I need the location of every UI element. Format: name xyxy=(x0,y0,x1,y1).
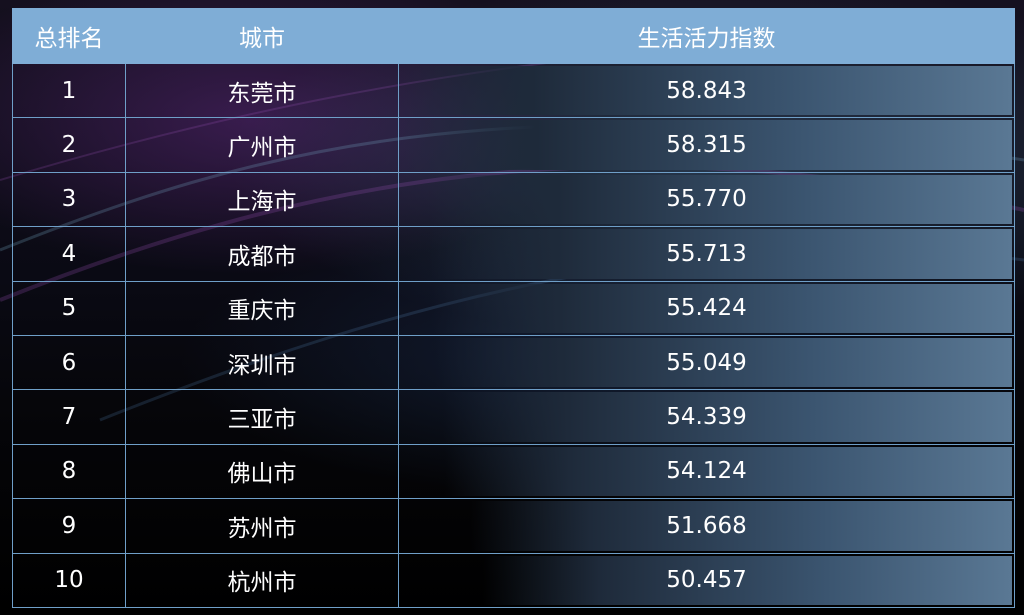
table-row: 5 重庆市 55.424 xyxy=(12,280,1015,336)
index-bar xyxy=(432,283,1012,333)
header-city: 城市 xyxy=(125,8,399,64)
city-cell: 三亚市 xyxy=(125,389,399,445)
index-value-label: 51.668 xyxy=(666,512,747,539)
index-cell: 54.124 xyxy=(398,443,1015,500)
index-bar xyxy=(429,229,1012,279)
index-value-label: 58.315 xyxy=(666,132,747,159)
index-cell: 50.457 xyxy=(398,552,1015,609)
index-bar xyxy=(443,392,1012,442)
index-bar xyxy=(470,501,1012,551)
table-row: 8 佛山市 54.124 xyxy=(12,443,1015,500)
index-bar xyxy=(402,120,1012,170)
city-cell: 杭州市 xyxy=(125,552,399,609)
city-cell: 佛山市 xyxy=(125,443,399,500)
rank-cell: 3 xyxy=(12,171,126,228)
index-value-label: 54.124 xyxy=(666,458,747,485)
table-body: 1 东莞市 58.843 2 广州市 58.315 3 上海市 55.770 4 成都市 55.713… xyxy=(12,62,1015,609)
city-cell: 重庆市 xyxy=(125,280,399,336)
table-row: 1 东莞市 58.843 xyxy=(12,62,1015,119)
index-bar xyxy=(483,555,1012,605)
index-cell: 55.713 xyxy=(398,226,1015,282)
index-cell: 51.668 xyxy=(398,498,1015,554)
ranking-table: 总排名 城市 生活活力指数 1 东莞市 58.843 2 广州市 58.315 3 上海市 55… xyxy=(12,8,1015,609)
index-cell: 54.339 xyxy=(398,389,1015,445)
index-value-label: 50.457 xyxy=(666,567,747,594)
rank-cell: 1 xyxy=(12,62,126,119)
index-bar xyxy=(397,66,1012,116)
rank-cell: 9 xyxy=(12,498,126,554)
index-cell: 55.424 xyxy=(398,280,1015,336)
table-row: 10 杭州市 50.457 xyxy=(12,552,1015,609)
index-bar xyxy=(428,174,1012,225)
index-bar xyxy=(445,446,1012,497)
index-cell: 55.049 xyxy=(398,334,1015,391)
city-cell: 上海市 xyxy=(125,171,399,228)
index-bar xyxy=(435,337,1012,388)
index-cell: 58.843 xyxy=(397,62,1015,119)
city-cell: 广州市 xyxy=(125,117,399,173)
index-cell: 55.770 xyxy=(398,171,1015,228)
rank-cell: 7 xyxy=(12,389,126,445)
header-row: 总排名 城市 生活活力指数 xyxy=(12,8,1015,64)
index-value-label: 58.843 xyxy=(666,77,747,104)
header-index: 生活活力指数 xyxy=(398,8,1015,64)
city-cell: 东莞市 xyxy=(125,62,399,119)
rank-cell: 10 xyxy=(12,552,126,609)
city-cell: 成都市 xyxy=(125,226,399,282)
rank-cell: 2 xyxy=(12,117,126,173)
city-cell: 苏州市 xyxy=(125,498,399,554)
table-row: 4 成都市 55.713 xyxy=(12,226,1015,282)
index-value-label: 55.713 xyxy=(666,240,747,267)
table-row: 3 上海市 55.770 xyxy=(12,171,1015,228)
index-value-label: 55.770 xyxy=(666,186,747,213)
rank-cell: 5 xyxy=(12,280,126,336)
index-value-label: 55.049 xyxy=(666,349,747,376)
index-value-label: 54.339 xyxy=(666,404,747,431)
rank-cell: 4 xyxy=(12,226,126,282)
rank-cell: 6 xyxy=(12,334,126,391)
table-row: 9 苏州市 51.668 xyxy=(12,498,1015,554)
header-rank: 总排名 xyxy=(12,8,126,64)
table-row: 6 深圳市 55.049 xyxy=(12,334,1015,391)
table-row: 7 三亚市 54.339 xyxy=(12,389,1015,445)
table-row: 2 广州市 58.315 xyxy=(12,117,1015,173)
rank-cell: 8 xyxy=(12,443,126,500)
index-cell: 58.315 xyxy=(398,117,1015,173)
index-value-label: 55.424 xyxy=(666,295,747,322)
city-cell: 深圳市 xyxy=(125,334,399,391)
